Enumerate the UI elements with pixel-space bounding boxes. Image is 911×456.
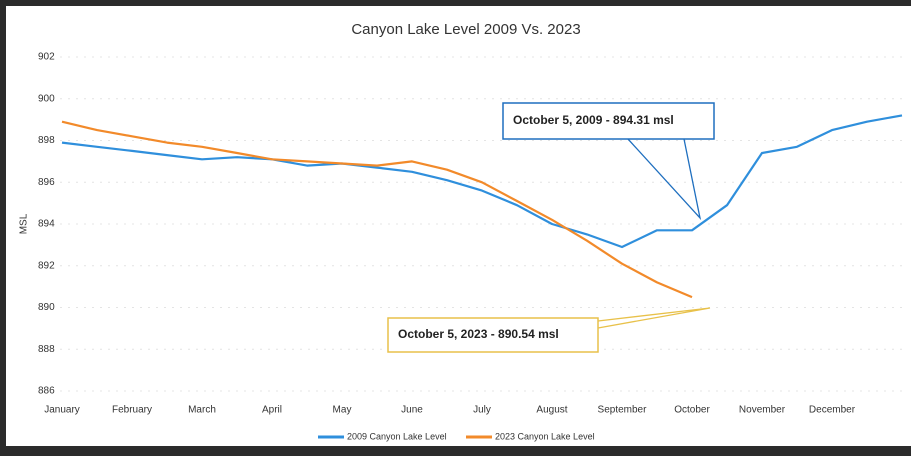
x-tick-label: March <box>188 405 216 416</box>
y-tick-label: 890 <box>38 302 55 313</box>
y-tick-label: 894 <box>38 219 55 230</box>
grid: 886 888 890 892 894 896 898 900 902 January Februa… <box>38 52 905 416</box>
lines: 2009 Canyon Lake Level 2023 Canyon Lake L… <box>61 114 903 441</box>
x-tick-label: August <box>536 405 567 416</box>
y-tick-label: 886 <box>38 386 55 397</box>
x-tick-label: April <box>262 405 282 416</box>
y-axis-label: MSL <box>19 213 30 234</box>
callout-pointer <box>597 307 711 329</box>
legend-label: 2009 Canyon Lake Level <box>347 431 447 441</box>
x-tick-label: May <box>333 405 352 416</box>
y-tick-label: 892 <box>38 260 55 271</box>
x-tick-label: January <box>44 405 80 416</box>
callout-pointer <box>627 138 702 221</box>
x-tick-label: December <box>809 405 856 416</box>
y-tick-label: 902 <box>38 52 55 63</box>
legend-label: 2023 Canyon Lake Level <box>495 431 595 441</box>
x-tick-label: February <box>112 405 152 416</box>
x-tick-label: June <box>401 405 423 416</box>
series-line <box>61 120 693 299</box>
annotation: October 5, 2009 - 894.31 msl <box>513 113 674 127</box>
annotation: October 5, 2023 - 890.54 msl <box>398 327 559 341</box>
y-tick-label: 896 <box>38 177 55 188</box>
x-tick-label: September <box>598 405 648 416</box>
y-tick-label: 898 <box>38 135 55 146</box>
chart-title: Canyon Lake Level 2009 Vs. 2023 <box>351 21 580 38</box>
x-tick-label: July <box>473 405 491 416</box>
annotations: October 5, 2009 - 894.31 msl October 5, 2… <box>387 102 715 353</box>
x-tick-label: October <box>674 405 710 416</box>
callout-box <box>502 102 715 140</box>
chart-background <box>6 6 911 446</box>
y-tick-label: 888 <box>38 344 55 355</box>
callout-box <box>387 317 599 353</box>
y-tick-label: 900 <box>38 93 55 104</box>
series-line <box>61 114 903 249</box>
x-tick-label: November <box>739 405 786 416</box>
